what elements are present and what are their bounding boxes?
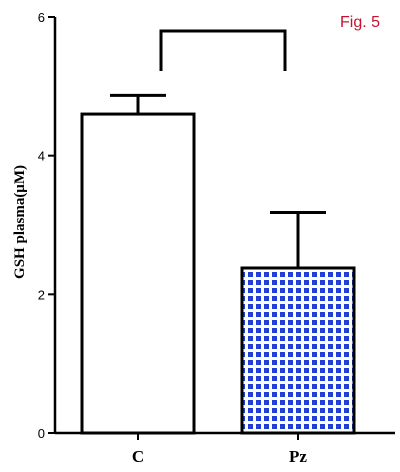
y-tick-label: 6 xyxy=(38,10,45,25)
significance-bracket xyxy=(159,29,287,71)
x-tick-label: Pz xyxy=(289,447,307,466)
bar-pz xyxy=(240,266,356,435)
plot-area: 0 2 4 6 C Pz xyxy=(38,10,395,466)
figure-label: Fig. 5 xyxy=(340,14,380,31)
bar-c xyxy=(80,112,196,435)
y-tick-label: 0 xyxy=(38,426,45,441)
x-tick-label: C xyxy=(132,447,144,466)
y-tick-label: 4 xyxy=(38,149,45,164)
y-axis-title: GSH plasma(μM) xyxy=(12,165,28,279)
y-tick-label: 2 xyxy=(38,287,45,302)
